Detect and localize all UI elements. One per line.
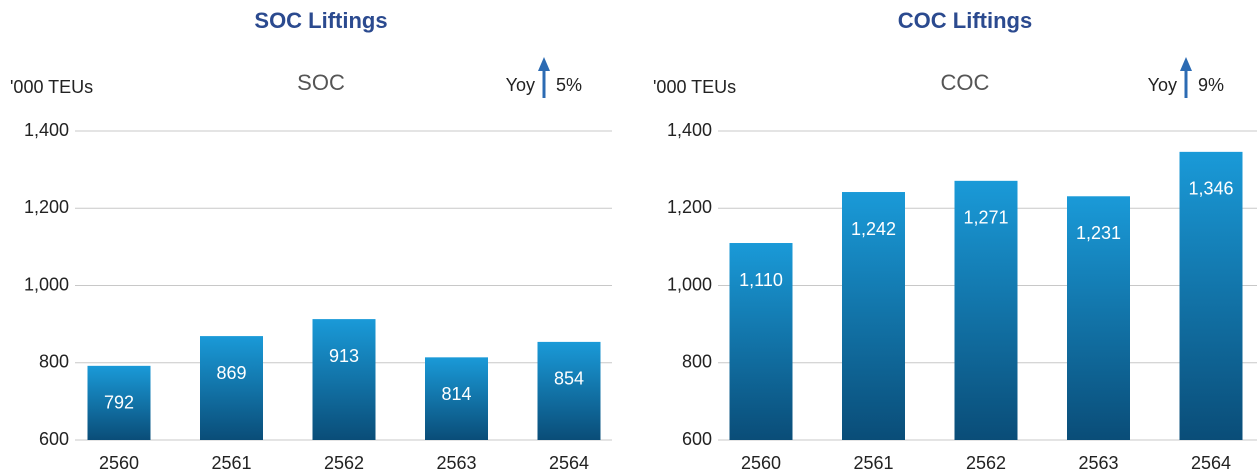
x-tick-label: 2560 (99, 453, 139, 473)
y-tick-label: 1,000 (24, 274, 69, 294)
bar (425, 357, 488, 440)
y-axis-unit: '000 TEUs (10, 77, 93, 97)
bar (87, 365, 151, 440)
x-tick-label: 2562 (966, 453, 1006, 473)
y-tick-label: 1,400 (667, 120, 712, 140)
bar (729, 243, 793, 440)
value-label: 1,110 (739, 270, 783, 290)
y-tick-label: 800 (39, 352, 69, 372)
x-tick-label: 2562 (324, 453, 364, 473)
yoy-arrow (1180, 57, 1192, 98)
x-tick-label: 2563 (1078, 453, 1118, 473)
bar (1179, 151, 1243, 441)
y-tick-label: 800 (682, 352, 712, 372)
y-axis-unit: '000 TEUs (653, 77, 736, 97)
chart-subtitle: SOC (297, 70, 345, 95)
value-label: 1,242 (851, 219, 896, 239)
value-label: 814 (441, 384, 471, 404)
bar (200, 336, 263, 440)
x-tick-label: 2564 (1191, 453, 1231, 473)
x-tick-label: 2560 (741, 453, 781, 473)
yoy-value: 5% (556, 75, 582, 95)
bar (537, 341, 601, 440)
x-tick-label: 2561 (211, 453, 251, 473)
yoy-value: 9% (1198, 75, 1224, 95)
chart-title: SOC Liftings (254, 8, 387, 33)
yoy-arrow (538, 57, 550, 98)
value-label: 869 (216, 363, 246, 383)
yoy-label: Yoy (1148, 75, 1177, 95)
value-label: 1,271 (963, 208, 1008, 228)
bar (954, 180, 1018, 441)
bar (842, 192, 905, 440)
bar (312, 319, 376, 440)
y-tick-label: 1,400 (24, 120, 69, 140)
chart-subtitle: COC (941, 70, 990, 95)
value-label: 792 (104, 393, 134, 413)
bar (1067, 196, 1130, 440)
x-tick-label: 2563 (436, 453, 476, 473)
chart-title: COC Liftings (898, 8, 1032, 33)
value-label: 1,231 (1076, 223, 1121, 243)
value-label: 1,346 (1188, 179, 1233, 199)
yoy-label: Yoy (506, 75, 535, 95)
y-tick-label: 1,200 (667, 197, 712, 217)
x-tick-label: 2564 (549, 453, 589, 473)
x-tick-label: 2561 (853, 453, 893, 473)
y-tick-label: 600 (39, 429, 69, 449)
y-tick-label: 1,200 (24, 197, 69, 217)
value-label: 854 (554, 369, 584, 389)
value-label: 913 (329, 346, 359, 366)
y-tick-label: 1,000 (667, 274, 712, 294)
y-tick-label: 600 (682, 429, 712, 449)
